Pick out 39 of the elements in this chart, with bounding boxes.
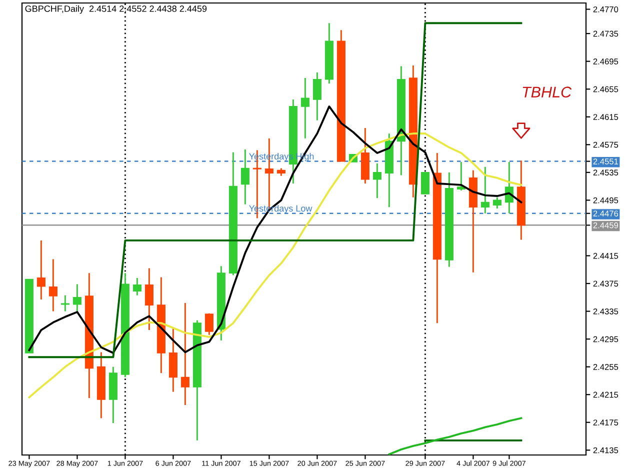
y-tick-label: 2.4255 [593,364,618,370]
candlestick [492,196,502,210]
line-series [28,132,522,398]
candlestick [144,268,154,331]
chart-title: GBPCHF,Daily 2.4514 2.4552 2.4438 2.4459 [25,5,207,14]
candlestick [204,312,214,336]
y-tick-label: 2.4175 [593,420,618,426]
y-tick-label: 2.4295 [593,336,618,342]
candlestick [72,284,82,313]
y-tick-label: 2.4135 [593,447,618,454]
candlestick [48,258,58,312]
annotation: TBHLC [522,86,572,98]
line-series [388,417,522,455]
y-tick-label: 2.4215 [593,392,618,398]
y-tick-label: 2.4375 [593,280,618,287]
y-tick-label: 2.4770 [593,6,618,12]
candlestick [180,302,190,406]
candlestick [240,148,250,206]
y-tick-label: 2.4415 [593,252,618,259]
y-tick-label: 2.4495 [593,197,618,204]
y-tick-label: 2.4459 [593,222,618,228]
candlestick [36,240,46,300]
candlestick [480,166,490,214]
candlestick [300,77,310,140]
y-tick-label: 2.4655 [593,86,618,92]
candlestick [372,162,382,199]
y-tick-label: 2.4695 [593,58,618,64]
y-tick-label: 2.4735 [593,30,618,37]
candlestick [60,294,70,312]
y-tick-label: 2.4551 [593,158,618,164]
candlestick [456,161,466,192]
y-tick-label: 2.4535 [593,170,618,176]
candlestick [132,277,142,296]
y-tick-label: 2.4335 [593,308,618,314]
y-tick-label: 2.4575 [593,142,618,148]
y-tick-label: 2.4615 [593,114,618,120]
candlestick [420,172,430,194]
y-tick-label: 2.4476 [593,210,618,216]
candlestick [312,72,322,122]
